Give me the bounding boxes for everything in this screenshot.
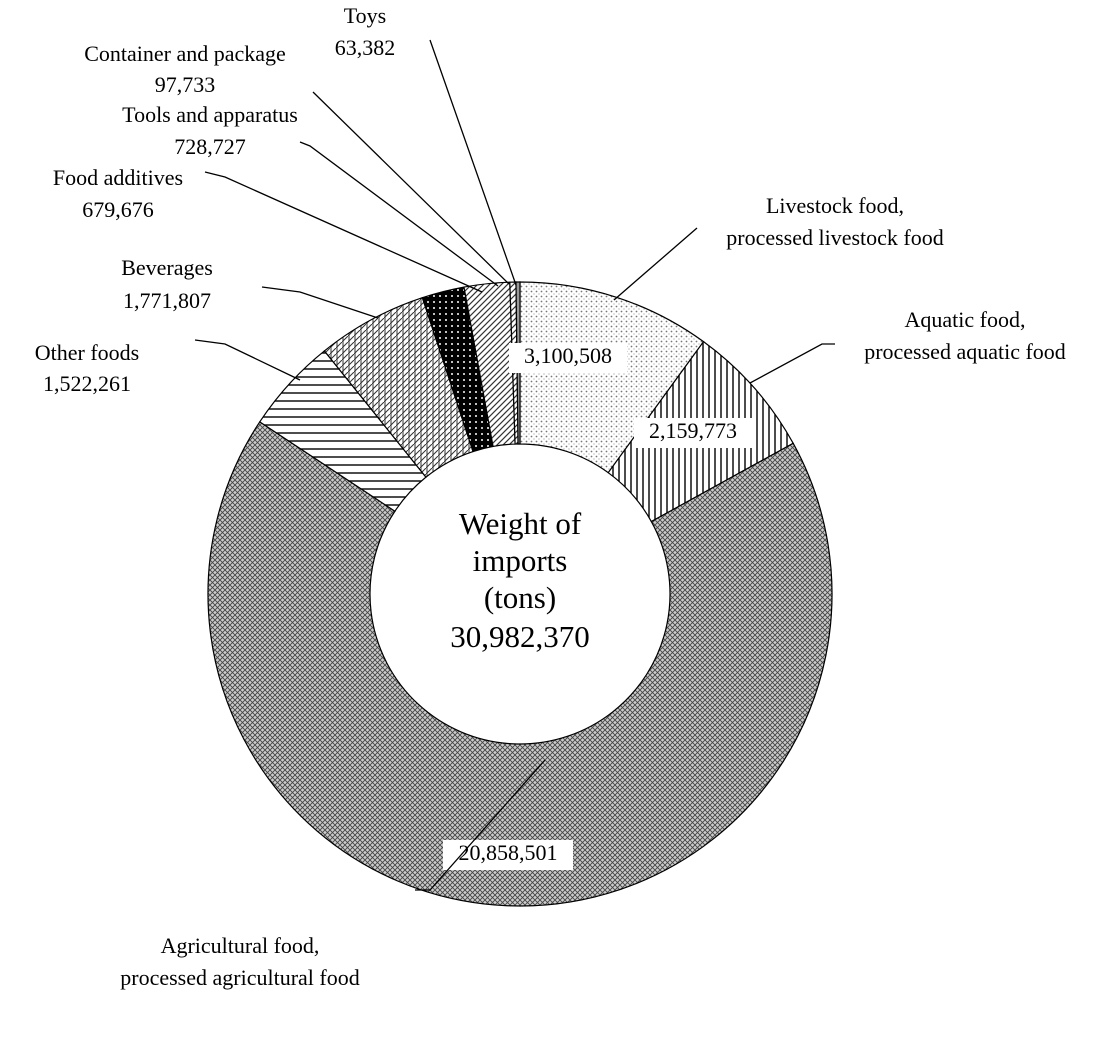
value-label: 20,858,501 [459,840,558,865]
category-label: Food additives [53,165,183,190]
center-value: 30,982,370 [450,619,590,654]
category-label: Beverages [121,255,213,280]
leader-line [299,141,499,287]
leader-line [415,759,546,891]
category-label: Agricultural food, [161,933,320,958]
category-label: Tools and apparatus [122,102,298,127]
value-label: 63,382 [335,35,396,60]
value-label: 3,100,508 [524,343,612,368]
leader-line [429,39,517,286]
value-label: 1,771,807 [123,288,211,313]
category-label: Container and package [84,41,286,66]
center-label: Weight of [459,506,582,541]
value-label: 728,727 [174,134,246,159]
center-label: (tons) [484,580,556,615]
wedge [207,421,833,907]
value-label: 1,522,261 [43,371,131,396]
category-label: Livestock food, [766,193,904,218]
category-label: processed agricultural food [120,965,359,990]
center-label: imports [473,543,568,578]
value-label: 97,733 [155,72,216,97]
value-label-box [443,840,573,870]
category-label: Other foods [35,340,139,365]
leader-line [312,91,510,285]
leader-line [749,343,835,384]
leader-line [613,227,698,301]
value-label: 2,159,773 [649,418,737,443]
leader-line [204,171,483,293]
value-label: 679,676 [82,197,154,222]
value-label-box [634,418,752,448]
leader-line [261,286,379,319]
category-label: processed livestock food [726,225,944,250]
value-label-box [509,343,627,373]
category-label: Toys [344,3,386,28]
category-label: processed aquatic food [864,339,1066,364]
leader-line [194,339,301,381]
category-label: Aquatic food, [905,307,1026,332]
